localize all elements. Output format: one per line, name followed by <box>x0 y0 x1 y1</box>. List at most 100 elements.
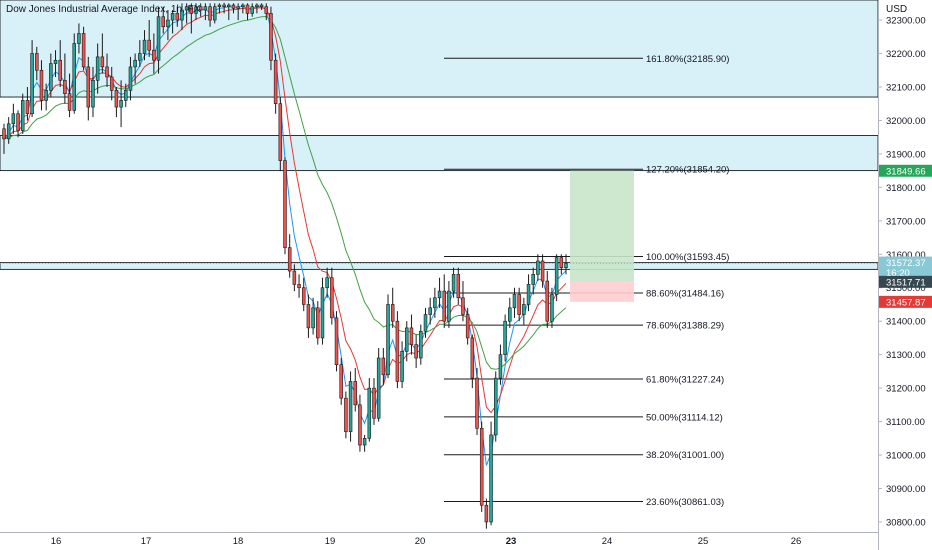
candle-body-86 <box>405 327 409 352</box>
candle-body-99 <box>465 314 470 339</box>
candle-body-47 <box>222 4 226 7</box>
candle-body-4 <box>20 100 25 131</box>
candle-body-68 <box>320 287 325 339</box>
candle-body-120 <box>564 263 568 268</box>
y-tick-label-3: 32000.00 <box>886 116 926 127</box>
candle-body-3 <box>16 113 20 131</box>
candle-body-91 <box>428 307 432 315</box>
candle-body-21 <box>100 56 105 68</box>
candle-body-39 <box>184 6 189 11</box>
candle-body-38 <box>180 9 184 21</box>
y-tick-label-10: 31300.00 <box>886 350 926 361</box>
candle-body-63 <box>297 284 301 289</box>
candle-body-80 <box>376 357 381 419</box>
candle-body-100 <box>470 337 475 379</box>
y-tick-label-8: 31500.00 <box>886 283 926 294</box>
candle-body-40 <box>189 6 194 14</box>
candle-body-108 <box>508 307 512 322</box>
candle-body-48 <box>227 4 231 7</box>
x-tick-label-5: 23 <box>506 536 517 547</box>
zones-layer <box>0 0 879 270</box>
candle-body-85 <box>400 351 404 382</box>
candle-body-67 <box>316 307 320 339</box>
candle-body-84 <box>395 320 400 382</box>
candle-body-1 <box>6 123 11 140</box>
candle-body-78 <box>367 387 372 439</box>
y-tick-label-14: 30900.00 <box>886 484 926 495</box>
candle-body-32 <box>152 49 156 61</box>
candle-body-56 <box>264 6 269 14</box>
candle-body-12 <box>58 59 62 81</box>
fib-label-0: 161.80%(32185.90) <box>646 54 729 65</box>
y-tick-label-2: 32100.00 <box>886 82 926 93</box>
candle-body-74 <box>348 381 353 432</box>
candle-body-98 <box>461 297 465 315</box>
candle-body-65 <box>306 304 311 329</box>
candle-body-13 <box>63 80 67 94</box>
candle-body-115 <box>540 260 545 282</box>
candle-body-51 <box>241 4 245 7</box>
price-tag-label-0: 31849.66 <box>886 166 926 177</box>
price-tag-label-1: 31572.37 <box>886 258 926 269</box>
fib-label-7: 38.20%(31001.00) <box>646 450 724 461</box>
candle-body-116 <box>545 280 550 322</box>
time-axis-bg <box>0 532 878 550</box>
x-tick-label-7: 25 <box>698 536 709 547</box>
candle-body-83 <box>390 304 395 322</box>
candle-body-5 <box>25 100 30 115</box>
y-tick-label-0: 32300.00 <box>886 16 926 27</box>
candle-body-17 <box>81 33 86 68</box>
candle-body-45 <box>212 6 217 21</box>
candle-body-20 <box>95 56 100 81</box>
candle-body-90 <box>423 314 428 332</box>
y-tick-label-5: 31800.00 <box>886 183 926 194</box>
candle-body-73 <box>344 397 348 432</box>
candle-body-77 <box>362 438 367 446</box>
candle-body-7 <box>35 53 39 71</box>
candle-body-52 <box>245 4 250 14</box>
fib-label-4: 78.60%(31388.29) <box>646 321 724 332</box>
candle-body-43 <box>203 6 208 11</box>
candle-body-96 <box>451 274 456 292</box>
candle-body-72 <box>339 364 343 399</box>
x-tick-label-4: 20 <box>415 536 426 547</box>
candle-body-107 <box>503 320 507 355</box>
candle-body-87 <box>409 327 414 345</box>
candle-body-42 <box>198 6 203 11</box>
candle-body-119 <box>559 257 564 268</box>
candle-body-64 <box>301 287 306 305</box>
y-tick-label-9: 31400.00 <box>886 317 926 328</box>
candle-body-114 <box>536 260 540 275</box>
candle-body-33 <box>156 16 161 61</box>
y-tick-label-1: 32200.00 <box>886 49 926 60</box>
x-tick-label-8: 26 <box>791 536 802 547</box>
x-tick-label-1: 17 <box>141 536 152 547</box>
candle-body-41 <box>194 6 198 14</box>
position-tool <box>0 170 878 302</box>
candle-body-22 <box>105 66 109 78</box>
price-tag-bg-1 <box>879 256 932 279</box>
x-tick-label-6: 24 <box>602 536 613 547</box>
candle-body-112 <box>526 284 531 305</box>
price-tag-bg-0 <box>879 164 932 177</box>
candle-body-49 <box>231 4 236 9</box>
candle-body-106 <box>498 354 503 379</box>
candle-body-117 <box>550 294 554 322</box>
fib-label-6: 50.00%(31114.12) <box>646 412 723 423</box>
price-tag-label-3: 31457.87 <box>886 297 926 308</box>
candle-body-46 <box>217 4 222 7</box>
candle-body-66 <box>311 307 315 329</box>
fib-label-2: 100.00%(31593.45) <box>646 252 729 263</box>
candle-body-95 <box>447 290 451 322</box>
candle-body-34 <box>161 16 165 28</box>
candle-body-105 <box>493 377 498 436</box>
candle-body-92 <box>433 297 437 309</box>
candle-body-2 <box>11 113 16 125</box>
y-tick-label-11: 31200.00 <box>886 384 926 395</box>
fib-label-1: 127.20%(31854.20) <box>646 165 729 176</box>
candle-body-75 <box>353 381 358 406</box>
candle-body-37 <box>175 13 180 21</box>
candle-body-14 <box>67 93 72 111</box>
